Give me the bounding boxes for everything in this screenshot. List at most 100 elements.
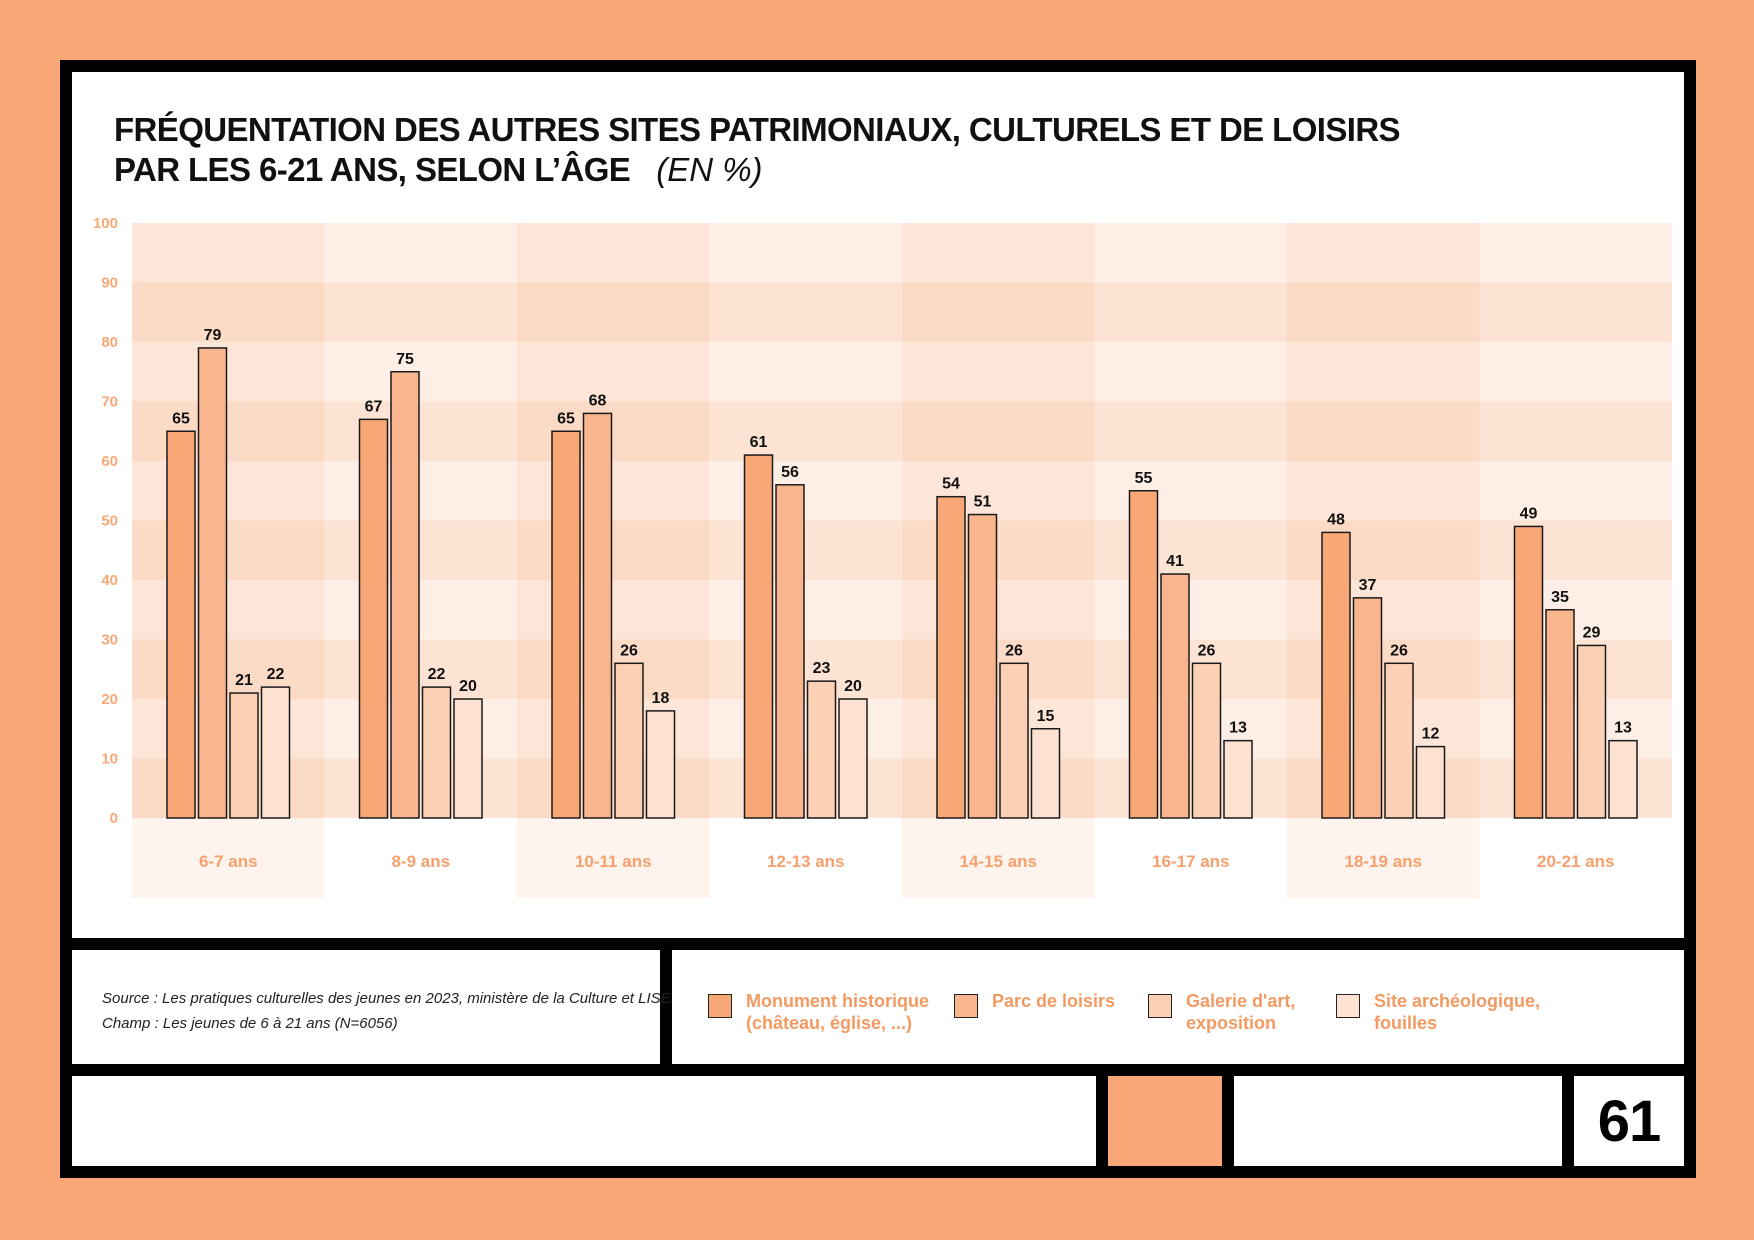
bar-chart: 0 10 20 30 40 50 60 70 80 90 100 65 79 21 22 6-7 ans 67 7…: [93, 215, 1672, 898]
y-tick-label: 20: [101, 691, 118, 708]
bar: [229, 692, 259, 819]
bar-value-label: 41: [1166, 553, 1184, 570]
bar: [1223, 739, 1253, 819]
bar: [1384, 662, 1414, 819]
bar-value-label: 21: [235, 672, 253, 689]
grid-band: [132, 282, 1672, 342]
bar: [390, 371, 420, 819]
x-category-label: 16-17 ans: [1152, 852, 1230, 871]
x-category-label: 8-9 ans: [391, 852, 450, 871]
y-tick-label: 100: [93, 215, 118, 232]
bar: [1030, 728, 1061, 819]
bar: [775, 484, 805, 819]
bar: [614, 662, 644, 819]
grid-band: [132, 639, 1672, 699]
bar-value-label: 68: [589, 392, 607, 409]
grid-band: [132, 342, 1672, 402]
bar: [1321, 531, 1351, 819]
bar-value-label: 22: [267, 666, 285, 683]
bar: [1545, 609, 1575, 819]
legend-swatch-site: [1336, 994, 1360, 1018]
footer-right-box: [1234, 1076, 1562, 1166]
column-band: [902, 223, 1095, 898]
bar-value-label: 79: [204, 327, 222, 344]
column-band: [132, 223, 325, 898]
bar: [1128, 490, 1159, 819]
bar-value-label: 26: [1005, 642, 1023, 659]
bar: [967, 513, 998, 819]
legend-item-monument: Monument historique (château, église, ..…: [708, 990, 946, 1034]
footer-left-box: [72, 1076, 1096, 1166]
chart-unit: (EN %): [656, 151, 763, 188]
bar-value-label: 18: [652, 690, 670, 707]
chart-title: FRÉQUENTATION DES AUTRES SITES PATRIMONI…: [114, 110, 1401, 190]
chart-title-line2: PAR LES 6-21 ANS, SELON L’ÂGE: [114, 151, 631, 188]
chart-title-line1: FRÉQUENTATION DES AUTRES SITES PATRIMONI…: [114, 111, 1401, 148]
bar-value-label: 35: [1551, 589, 1569, 606]
bar: [645, 710, 676, 819]
grid-band: [132, 401, 1672, 461]
bar-value-label: 23: [813, 660, 831, 677]
x-category-label: 14-15 ans: [960, 852, 1038, 871]
bar-value-label: 65: [172, 410, 190, 427]
bar-value-label: 15: [1037, 708, 1055, 725]
bar: [582, 412, 613, 819]
bar: [260, 686, 291, 819]
bar: [743, 454, 774, 819]
bar-value-label: 26: [620, 642, 638, 659]
bar-value-label: 29: [1583, 624, 1601, 641]
y-tick-label: 50: [101, 513, 118, 530]
bar-value-label: 37: [1359, 577, 1377, 594]
grid-band: [132, 580, 1672, 640]
bar: [936, 495, 966, 819]
bar-value-label: 13: [1229, 720, 1247, 737]
y-tick-label: 60: [101, 453, 118, 470]
bar: [551, 430, 581, 819]
legend-label-galerie-line1: Galerie d'art,: [1186, 991, 1296, 1011]
bar-value-label: 12: [1422, 726, 1440, 743]
page-number-box: 61: [1574, 1076, 1684, 1166]
source-line: Source : Les pratiques culturelles des j…: [102, 990, 682, 1007]
bar-value-label: 26: [1390, 642, 1408, 659]
page-number: 61: [1597, 1088, 1662, 1154]
x-category-label: 10-11 ans: [575, 852, 652, 871]
legend-label-site: Site archéologique, fouilles: [1374, 990, 1574, 1034]
x-category-label: 20-21 ans: [1537, 852, 1615, 871]
bar: [1415, 745, 1446, 819]
x-category-label: 12-13 ans: [767, 852, 845, 871]
bar: [1608, 739, 1638, 819]
bar-value-label: 75: [396, 351, 414, 368]
legend-item-site: Site archéologique, fouilles: [1336, 990, 1574, 1034]
grid-band: [132, 699, 1672, 759]
bar-value-label: 22: [428, 666, 446, 683]
legend-label-parc: Parc de loisirs: [992, 990, 1192, 1012]
bar: [197, 347, 228, 819]
y-tick-label: 30: [101, 632, 118, 649]
column-band: [1287, 223, 1480, 898]
legend-label-monument-line2: (château, église, ...): [746, 1013, 913, 1033]
bar: [166, 430, 196, 819]
y-tick-label: 0: [110, 810, 118, 827]
bar-value-label: 61: [750, 434, 768, 451]
bar: [806, 680, 837, 819]
footer-accent-box: [1108, 1076, 1222, 1166]
legend-item-galerie: Galerie d'art, exposition: [1148, 990, 1386, 1034]
bar-value-label: 55: [1135, 470, 1153, 487]
bar-value-label: 54: [942, 476, 960, 493]
source-note: Source : Les pratiques culturelles des j…: [102, 986, 682, 1036]
legend-label-parc-line1: Parc de loisirs: [992, 991, 1116, 1011]
x-category-label: 6-7 ans: [199, 852, 258, 871]
source-panel: Source : Les pratiques culturelles des j…: [72, 950, 682, 1064]
bar-value-label: 26: [1198, 642, 1216, 659]
column-band: [517, 223, 710, 898]
legend-label-galerie: Galerie d'art, exposition: [1186, 990, 1386, 1034]
legend-label-site-line2: fouilles: [1374, 1013, 1438, 1033]
page-frame: FRÉQUENTATION DES AUTRES SITES PATRIMONI…: [60, 60, 1696, 1178]
bar: [838, 698, 868, 819]
bar-value-label: 13: [1614, 720, 1632, 737]
bar: [453, 698, 483, 819]
bar-value-label: 20: [844, 678, 862, 695]
bar-value-label: 65: [557, 410, 575, 427]
bar: [1513, 525, 1544, 819]
bar-value-label: 51: [974, 494, 992, 511]
